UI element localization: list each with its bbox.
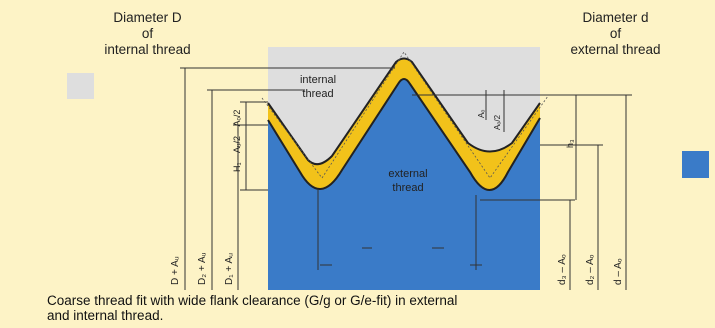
external-thread-profile xyxy=(267,78,541,191)
left-dimension-lines xyxy=(180,67,395,290)
dim-label-major-external: d – Aₒ xyxy=(613,258,624,285)
external-diameter-heading: Diameter d of external thread xyxy=(528,10,703,58)
internal-diameter-heading: Diameter D of internal thread xyxy=(60,10,235,58)
internal-thread-legend-swatch xyxy=(67,73,94,99)
figure-caption: Coarse thread fit with wide flank cleara… xyxy=(47,293,567,323)
internal-thread-profile xyxy=(267,57,541,166)
internal-thread-label-line1: internal xyxy=(300,74,336,86)
caption-line: Coarse thread fit with wide flank cleara… xyxy=(47,293,458,308)
dim-label-thread-height: H₁ – Aᵤ/2 – Aₒ/2 xyxy=(232,110,242,172)
external-thread-label-line2: thread xyxy=(392,182,423,194)
external-thread-label-line1: external xyxy=(388,168,427,180)
heading-line: Diameter D xyxy=(113,10,182,25)
dim-label-major-internal: D + Aᵤ xyxy=(170,256,181,285)
dim-label-half-deviation: Aₒ/2 xyxy=(493,114,502,130)
heading-line: of xyxy=(609,26,622,41)
dim-label-minor-external: d₃ – Aₒ xyxy=(557,254,568,285)
internal-thread-label-line2: thread xyxy=(302,88,333,100)
heading-line: internal thread xyxy=(104,42,191,57)
external-thread-area xyxy=(268,73,540,290)
dim-label-minor-internal: D₁ + Aᵤ xyxy=(224,253,235,285)
external-thread-legend-swatch xyxy=(682,151,709,178)
reference-marks xyxy=(317,190,482,270)
dim-label-deviation: Aₒ xyxy=(477,110,486,118)
dim-label-pitch-external: d₂ – Aₒ xyxy=(585,254,596,285)
caption-line: and internal thread. xyxy=(47,308,164,323)
heading-line: external thread xyxy=(570,42,661,57)
right-dimension-lines xyxy=(412,90,632,290)
heading-line: Diameter d xyxy=(582,10,649,25)
dim-label-pitch-internal: D₂ + Aᵤ xyxy=(197,252,208,285)
heading-line: of xyxy=(141,26,154,41)
dim-label-h3: h₃ xyxy=(565,139,575,148)
basic-profile-line xyxy=(261,51,549,179)
